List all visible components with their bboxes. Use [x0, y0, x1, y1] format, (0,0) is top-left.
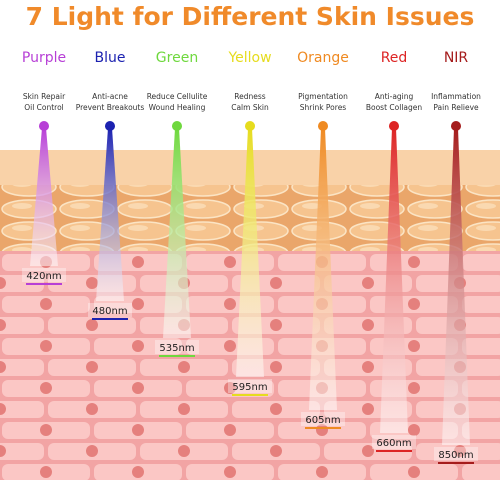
- benefit: Anti-aging: [375, 92, 414, 101]
- light-beam: [236, 128, 264, 377]
- light-name: Blue: [95, 50, 126, 66]
- wavelength: 660nm: [376, 438, 411, 449]
- light-name: Yellow: [227, 50, 271, 66]
- label-bg: [301, 412, 345, 426]
- label-bg: [372, 435, 416, 449]
- light-name: NIR: [444, 50, 469, 66]
- wavelength: 480nm: [92, 306, 127, 317]
- light-beam: [309, 128, 337, 410]
- wavelength: 605nm: [305, 415, 340, 426]
- light-beam: [442, 128, 470, 445]
- light-name: Green: [156, 50, 198, 66]
- light-dot: [172, 121, 182, 131]
- benefit: Pain Relieve: [433, 103, 479, 112]
- label-bg: [228, 379, 272, 393]
- light-beam: [30, 128, 58, 266]
- light-beam: [96, 128, 124, 301]
- light-dot: [318, 121, 328, 131]
- benefit: Shrink Pores: [300, 103, 347, 112]
- benefit: Oil Control: [24, 103, 64, 112]
- light-dot: [389, 121, 399, 131]
- title: 7 Light for Different Skin Issues: [26, 2, 475, 31]
- wavelength: 595nm: [232, 382, 267, 393]
- label-bg: [88, 303, 132, 317]
- label-bg: [22, 268, 66, 282]
- light-dot: [105, 121, 115, 131]
- benefit: Inflammation: [431, 92, 481, 101]
- benefit: Skin Repair: [23, 92, 66, 101]
- light-beam: [380, 128, 408, 433]
- light-name: Orange: [297, 50, 349, 66]
- light-name: Purple: [22, 50, 66, 66]
- benefit: Reduce Cellulite: [147, 92, 208, 101]
- light-beam: [163, 128, 191, 338]
- benefit: Pigmentation: [298, 92, 348, 101]
- wavelength: 850nm: [438, 450, 473, 461]
- benefit: Anti-acne: [92, 92, 128, 101]
- benefit: Wound Healing: [149, 103, 206, 112]
- light-dot: [39, 121, 49, 131]
- light-name: Red: [381, 50, 408, 66]
- label-bg: [155, 340, 199, 354]
- label-bg: [434, 447, 478, 461]
- wavelength: 535nm: [159, 343, 194, 354]
- light-dot: [245, 121, 255, 131]
- benefit: Calm Skin: [231, 103, 269, 112]
- benefit: Boost Collagen: [366, 103, 423, 112]
- wavelength: 420nm: [26, 271, 61, 282]
- benefit: Prevent Breakouts: [76, 103, 145, 112]
- benefit: Redness: [234, 92, 266, 101]
- light-dot: [451, 121, 461, 131]
